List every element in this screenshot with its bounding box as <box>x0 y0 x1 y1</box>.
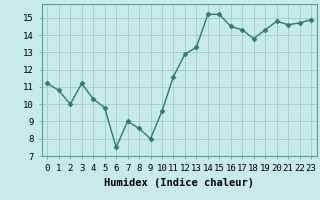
X-axis label: Humidex (Indice chaleur): Humidex (Indice chaleur) <box>104 178 254 188</box>
